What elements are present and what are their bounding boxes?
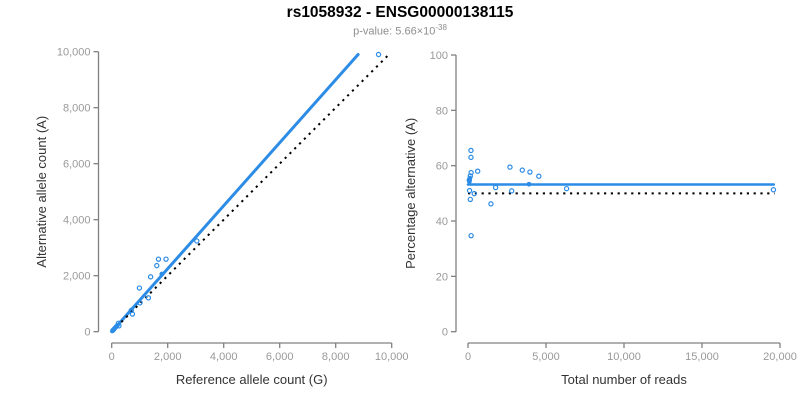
data-point-open	[527, 169, 533, 175]
figure-title: rs1058932 - ENSG00000138115	[286, 4, 514, 21]
data-point-filled	[526, 181, 532, 187]
x-tick-label: 5,000	[532, 351, 560, 363]
figure-subtitle: p-value: 5.66×10-38	[353, 23, 447, 38]
y-tick-label: 60	[436, 161, 448, 173]
data-point-open	[154, 262, 160, 269]
x-tick-label: 6,000	[266, 351, 294, 363]
data-point-open	[468, 147, 474, 154]
x-tick-label: 10,000	[375, 351, 409, 363]
x-tick-label: 15,000	[685, 351, 719, 363]
data-point-open	[129, 311, 136, 317]
pvalue-exponent: -38	[435, 23, 447, 32]
data-point-open	[194, 238, 200, 244]
x-tick-label: 0	[109, 351, 115, 363]
y-tick-label: 80	[436, 105, 448, 117]
data-point-open	[163, 256, 169, 262]
data-point-open	[471, 190, 477, 197]
y-tick-label: 8,000	[63, 103, 91, 115]
data-point-open	[563, 185, 570, 192]
data-point-filled	[159, 271, 165, 277]
data-point-open	[507, 164, 513, 170]
data-point-open	[468, 232, 474, 239]
data-point-open	[375, 51, 382, 58]
pvalue-text: p-value: 5.66×10	[353, 25, 436, 38]
y-tick-label: 4,000	[63, 215, 91, 227]
data-point-open	[137, 300, 143, 306]
data-point-open	[519, 167, 525, 173]
data-point-open	[492, 184, 499, 191]
y-tick-label: 100	[430, 50, 448, 62]
y-tick-label: 0	[84, 327, 90, 339]
identity-line	[110, 53, 390, 333]
data-point-open	[468, 154, 474, 161]
data-point-open	[116, 323, 122, 329]
y-tick-label: 20	[436, 271, 448, 283]
x-tick-label: 20,000	[763, 351, 797, 363]
fitted-ratio-line	[110, 53, 360, 334]
y-tick-label: 40	[436, 216, 448, 228]
data-point-filled	[467, 179, 472, 184]
y-tick-label: 6,000	[63, 159, 91, 171]
y-axis-title: Alternative allele count (A)	[34, 116, 49, 268]
data-point-open	[115, 320, 122, 326]
data-point-open	[488, 201, 494, 207]
data-point-open	[155, 256, 162, 262]
x-tick-label: 10,000	[607, 351, 641, 363]
data-point-open	[770, 187, 777, 193]
data-point-open	[147, 274, 154, 280]
y-axis-title: Percentage alternative (A)	[403, 118, 418, 269]
y-tick-label: 2,000	[63, 271, 91, 283]
x-tick-label: 8,000	[322, 351, 350, 363]
percentage-vs-reads-scatter-panel: 0 5,000 10,000 15,000 20,000 0 20 40 60 80 100 Tota…	[403, 50, 797, 387]
y-tick-label: 0	[442, 327, 448, 339]
x-tick-label: 2,000	[154, 351, 182, 363]
data-point-open	[467, 196, 474, 203]
data-point-open	[536, 173, 542, 179]
y-tick-label: 10,000	[57, 47, 91, 59]
data-point-open	[136, 285, 143, 291]
data-point-open	[466, 187, 473, 194]
data-point-open	[508, 188, 515, 194]
x-tick-label: 4,000	[210, 351, 238, 363]
x-axis-title: Total number of reads	[561, 372, 687, 387]
x-axis-title: Reference allele count (G)	[176, 372, 328, 387]
x-tick-label: 0	[465, 351, 471, 363]
allele-count-scatter-panel: 0 2,000 4,000 6,000 8,000 10,000 0 2,000 4,000 6,…	[34, 47, 409, 387]
data-point-open	[145, 295, 152, 301]
data-point-open	[474, 168, 481, 174]
data-point-open	[468, 169, 474, 176]
data-point-open	[466, 177, 472, 183]
